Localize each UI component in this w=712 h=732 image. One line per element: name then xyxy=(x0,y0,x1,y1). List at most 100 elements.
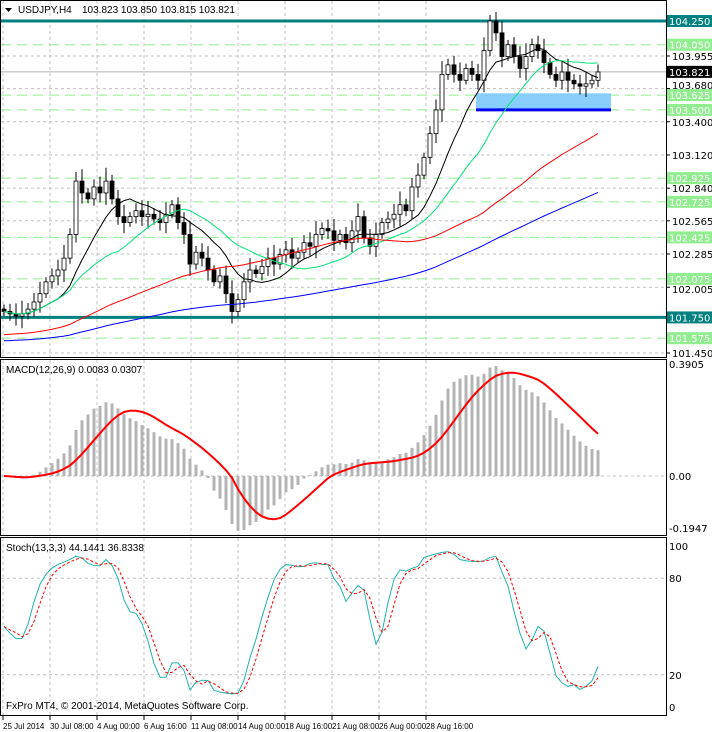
macd-histogram-bar xyxy=(458,378,462,476)
candle-bull xyxy=(295,251,301,259)
macd-histogram-bar xyxy=(272,476,276,506)
candle-bull xyxy=(145,213,151,218)
macd-histogram-bar xyxy=(554,418,558,476)
macd-axis-label: 0.3905 xyxy=(669,360,704,371)
candle-bull xyxy=(505,44,511,57)
macd-histogram-bar xyxy=(242,476,246,531)
candle-bear xyxy=(139,210,145,218)
macd-histogram-bar xyxy=(398,453,402,476)
stoch-pane xyxy=(3,551,599,695)
current-price-label: 103.821 xyxy=(669,68,710,79)
candle-bear xyxy=(175,204,181,223)
macd-histogram-bar xyxy=(182,448,186,476)
macd-histogram-bar xyxy=(224,476,228,511)
level-label: 104.050 xyxy=(669,41,710,52)
candle-bear xyxy=(307,242,313,247)
time-label: 14 Aug 00:00 xyxy=(238,722,286,731)
macd-histogram-bar xyxy=(470,374,474,476)
stoch-title: Stoch(13,3,3) 44.1441 36.8338 xyxy=(6,543,144,554)
candle-bull xyxy=(409,186,415,212)
macd-histogram-bar xyxy=(410,447,414,476)
candle-bull xyxy=(349,230,355,244)
candle-bear xyxy=(499,32,505,57)
macd-pane xyxy=(3,366,600,531)
candle-bull xyxy=(319,228,325,235)
level-label: 102.425 xyxy=(669,233,710,244)
candle-bull xyxy=(589,79,595,85)
macd-histogram-bar xyxy=(416,442,420,476)
candle-bull xyxy=(61,257,67,271)
macd-histogram-bar xyxy=(314,471,318,476)
macd-histogram-bar xyxy=(476,376,480,476)
macd-histogram-bar xyxy=(404,452,408,476)
candle-bear xyxy=(1,308,7,312)
stoch-axis-label: 100 xyxy=(669,542,688,553)
level-label: 103.500 xyxy=(669,106,710,117)
macd-axis-label: -0.1947 xyxy=(669,524,708,535)
macd-histogram-bar xyxy=(110,403,114,476)
candle-bull xyxy=(265,257,271,267)
macd-histogram-bar xyxy=(524,389,528,476)
macd-histogram-bar xyxy=(80,420,84,476)
macd-histogram-bar xyxy=(134,421,138,476)
macd-histogram-bar xyxy=(44,467,48,476)
macd-histogram-bar xyxy=(308,475,312,476)
dropdown-triangle-icon[interactable] xyxy=(5,8,12,12)
candle-bull xyxy=(313,234,319,247)
candle-bear xyxy=(553,73,559,81)
price-axis-label: 102.005 xyxy=(672,285,712,296)
candle-bull xyxy=(277,254,283,265)
time-label: 21 Aug 08:00 xyxy=(332,722,380,731)
macd-histogram-bar xyxy=(164,438,168,476)
macd-histogram-bar xyxy=(104,402,108,476)
candle-bull xyxy=(169,204,175,215)
level-label-box xyxy=(667,89,712,102)
candle-bear xyxy=(577,83,583,87)
macd-histogram-bar xyxy=(374,463,378,476)
macd-histogram-bar xyxy=(50,463,54,476)
candle-bear xyxy=(79,180,85,194)
candle-bull xyxy=(583,83,589,87)
candle-bear xyxy=(115,198,121,218)
ohlc-readout: 103.823 103.850 103.815 103.821 xyxy=(82,5,235,16)
level-label-box xyxy=(667,272,712,285)
candle-bull xyxy=(43,281,49,295)
moving-averages xyxy=(3,47,599,342)
macd-histogram-bar xyxy=(296,476,300,485)
candle-bull xyxy=(31,301,37,310)
candle-bear xyxy=(97,186,103,194)
time-label: 18 Aug 16:00 xyxy=(285,722,333,731)
price-axis-label: 103.120 xyxy=(672,151,712,162)
level-label-box xyxy=(667,195,712,208)
key-level-label-box xyxy=(667,15,712,27)
macd-histogram-bar xyxy=(32,474,36,476)
macd-histogram-bar xyxy=(500,370,504,476)
candle-bull xyxy=(391,213,397,220)
macd-histogram-bar xyxy=(152,432,156,476)
price-levels xyxy=(1,19,666,339)
candle-bear xyxy=(541,50,547,63)
level-label: 102.725 xyxy=(669,198,710,209)
symbol-label: USDJPY,H4 xyxy=(18,5,72,16)
macd-histogram-bar xyxy=(356,459,360,476)
macd-histogram-bar xyxy=(284,476,288,493)
macd-histogram-bar xyxy=(446,388,450,476)
candle-bear xyxy=(253,269,259,274)
level-label-box xyxy=(667,103,712,116)
price-axis-label: 103.400 xyxy=(672,118,712,129)
candle-bear xyxy=(469,68,475,75)
macd-histogram-bar xyxy=(488,367,492,476)
stoch-axis-label: 20 xyxy=(669,671,682,682)
macd-histogram-bar xyxy=(86,414,90,476)
macd-histogram-bar xyxy=(512,377,516,476)
time-label: 30 Jul 08:00 xyxy=(50,722,94,731)
macd-axis-label: 0.00 xyxy=(669,472,691,483)
macd-histogram-bar xyxy=(590,448,594,476)
candle-bull xyxy=(379,222,385,235)
price-axis-label: 103.680 xyxy=(672,81,712,92)
candle-bull xyxy=(385,218,391,223)
macd-histogram-bar xyxy=(338,463,342,476)
macd-histogram-bar xyxy=(302,476,306,479)
macd-pane-border xyxy=(0,359,667,536)
